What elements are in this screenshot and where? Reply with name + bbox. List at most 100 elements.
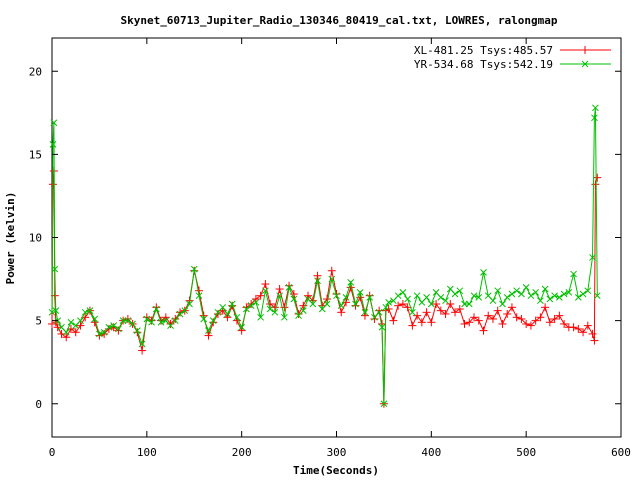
data-point-xl	[133, 328, 142, 337]
data-point-xl	[460, 319, 469, 328]
data-point-xl	[53, 323, 62, 332]
data-point-xl	[574, 324, 583, 333]
data-point-yr	[205, 327, 212, 334]
data-point-yr	[266, 305, 274, 313]
data-point-xl	[560, 319, 569, 328]
x-tick-label: 300	[327, 446, 347, 459]
data-point-xl	[76, 321, 85, 330]
data-point-xl	[275, 285, 284, 294]
data-point-yr	[375, 308, 383, 316]
data-point-yr	[219, 303, 227, 311]
data-point-yr	[337, 302, 345, 310]
data-point-yr	[252, 298, 260, 306]
legend-symbol	[581, 46, 589, 54]
y-tick-label: 10	[29, 232, 42, 245]
data-point-yr	[228, 300, 236, 308]
x-tick-label: 600	[611, 446, 631, 459]
data-point-yr	[262, 287, 269, 295]
data-point-yr	[176, 310, 184, 318]
data-point-yr	[110, 322, 117, 329]
data-point-xl	[100, 329, 109, 338]
data-point-yr	[574, 293, 582, 301]
data-point-yr	[181, 307, 189, 315]
data-point-yr	[461, 300, 468, 308]
x-axis-label: Time(Seconds)	[293, 464, 379, 477]
data-point-xl	[289, 290, 298, 299]
y-tick-label: 20	[29, 65, 42, 78]
data-point-xl	[157, 316, 166, 325]
data-point-yr	[527, 292, 535, 300]
data-point-xl	[488, 314, 497, 323]
data-point-yr	[451, 290, 459, 298]
data-point-yr	[366, 293, 374, 301]
data-point-yr	[314, 277, 321, 285]
data-point-xl	[441, 309, 450, 318]
data-point-xl	[422, 308, 431, 317]
data-point-yr	[423, 293, 430, 301]
data-point-yr	[51, 265, 59, 273]
data-point-yr	[352, 300, 359, 308]
legend-label-yr: YR-534.68 Tsys:542.19	[414, 58, 553, 71]
data-point-xl	[417, 318, 426, 327]
data-point-yr	[560, 290, 568, 298]
data-point-yr	[378, 323, 386, 331]
data-point-xl	[389, 316, 398, 325]
data-point-xl	[337, 308, 346, 317]
data-point-xl	[593, 173, 602, 182]
data-point-yr	[309, 300, 317, 308]
data-point-xl	[266, 300, 275, 308]
data-point-yr	[570, 270, 577, 278]
data-point-yr	[427, 300, 435, 308]
data-point-yr	[243, 305, 250, 313]
data-point-yr	[209, 317, 217, 324]
data-point-yr	[328, 275, 336, 283]
data-point-xl	[507, 303, 516, 312]
data-point-xl	[398, 300, 407, 308]
data-point-yr	[186, 300, 193, 308]
data-point-xl	[455, 304, 464, 313]
data-point-yr	[238, 323, 246, 331]
data-point-xl	[474, 316, 483, 325]
data-point-yr	[299, 307, 307, 315]
data-point-yr	[271, 308, 279, 316]
data-point-yr	[247, 302, 255, 310]
data-point-xl	[590, 336, 599, 345]
data-point-yr	[323, 300, 331, 308]
data-point-yr	[62, 328, 70, 336]
data-point-xl	[545, 318, 554, 327]
y-tick-label: 15	[29, 148, 42, 161]
data-point-xl	[171, 314, 180, 323]
data-point-yr	[409, 308, 416, 316]
data-point-yr	[537, 297, 544, 305]
data-point-yr	[361, 308, 369, 316]
data-point-yr	[465, 300, 473, 308]
data-point-xl	[451, 308, 460, 317]
x-tick-label: 400	[421, 446, 441, 459]
data-point-xl	[166, 319, 175, 328]
x-tick-label: 0	[49, 446, 56, 459]
data-point-xl	[512, 313, 521, 322]
data-point-yr	[52, 307, 60, 315]
data-point-yr	[124, 317, 132, 324]
data-point-xl	[550, 314, 559, 323]
series-line-yr	[51, 107, 598, 404]
data-point-yr	[404, 295, 411, 303]
legend-symbol	[581, 60, 589, 68]
legend: XL-481.25 Tsys:485.57 YR-534.68 Tsys:542…	[414, 44, 611, 71]
data-point-yr	[593, 292, 601, 300]
legend-marker-yr	[581, 60, 589, 68]
data-point-xl	[138, 346, 147, 355]
data-point-yr	[233, 313, 241, 321]
data-point-yr	[86, 307, 94, 315]
data-point-yr	[200, 315, 208, 323]
data-point-yr	[133, 327, 141, 334]
series-line-xl	[51, 170, 598, 404]
data-point-xl	[526, 321, 535, 330]
data-point-xl	[579, 328, 588, 337]
data-point-yr	[513, 287, 521, 295]
data-point-xl	[479, 326, 488, 335]
data-point-yr	[518, 290, 525, 298]
plot-frame	[51, 37, 622, 438]
data-point-xl	[427, 318, 436, 327]
